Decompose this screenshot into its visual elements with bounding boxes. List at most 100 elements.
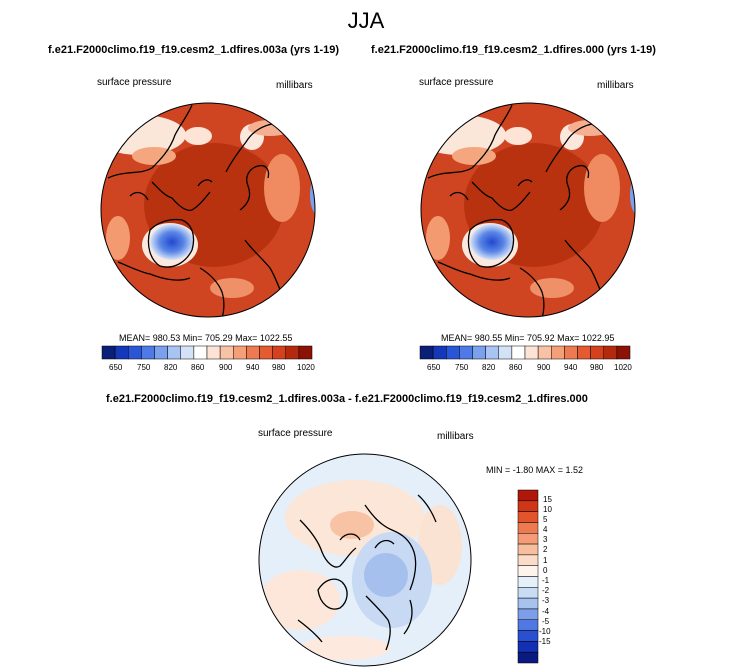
colorbar-swatch <box>432 345 447 360</box>
asia-mountain-region <box>132 147 176 165</box>
colorbar-swatch <box>233 345 247 360</box>
tibet-edge-region <box>310 175 315 215</box>
cb2-tick: 940 <box>564 363 578 372</box>
colorbar-swatch <box>128 345 142 360</box>
colorbar-swatch <box>616 345 631 360</box>
diff-units-label: millibars <box>437 431 474 442</box>
cb2-tick: 900 <box>537 363 551 372</box>
panel1-title: f.e21.F2000climo.f19_f19.cesm2_1.dfires.… <box>48 44 340 56</box>
diff-colorbar <box>517 489 539 664</box>
cb1-tick: 860 <box>191 363 205 372</box>
colorbar-swatch <box>298 345 313 360</box>
panel1-units-label: millibars <box>276 80 313 91</box>
colorbar-swatch <box>517 651 539 664</box>
east-siberia-region <box>264 154 300 222</box>
cb3-tick: -2 <box>542 586 550 595</box>
cb1-tick: 650 <box>109 363 123 372</box>
panel2-colorbar <box>419 345 631 360</box>
rockies-region <box>106 216 130 260</box>
andes-region <box>210 278 254 298</box>
colorbar-swatch <box>246 345 260 360</box>
panel1-variable-label: surface pressure <box>97 77 172 88</box>
colorbar-swatch <box>180 345 195 360</box>
cb3-tick: -1 <box>542 576 550 585</box>
panel1-colorbar <box>101 345 313 360</box>
colorbar-swatch <box>551 345 565 360</box>
cb3-tick: 2 <box>543 545 548 554</box>
cb3-tick: 4 <box>543 525 548 534</box>
positive-anomaly-region <box>260 570 340 630</box>
diff-stats: MIN = -1.80 MAX = 1.52 <box>486 465 584 475</box>
panel2-polar-map <box>421 103 635 317</box>
colorbar-swatch <box>259 345 273 360</box>
panel2-map-border <box>420 102 636 318</box>
cb1-tick: 750 <box>137 363 151 372</box>
cb2-tick: 1020 <box>614 363 632 372</box>
asia-plateau-region <box>101 115 186 155</box>
colorbar-swatch <box>517 554 539 566</box>
colorbar-swatch <box>511 345 526 360</box>
cb3-tick: 1 <box>543 556 548 565</box>
negative-anomaly-core <box>364 553 408 597</box>
panel2-title: f.e21.F2000climo.f19_f19.cesm2_1.dfires.… <box>371 44 656 56</box>
cb3-tick: -3 <box>542 596 550 605</box>
diff-variable-label: surface pressure <box>258 428 333 439</box>
diff-polar-map <box>259 454 471 666</box>
colorbar-swatch <box>517 511 539 523</box>
colorbar-swatch <box>517 608 539 621</box>
colorbar-swatch <box>517 587 539 599</box>
panel1-polar-map <box>101 103 315 317</box>
colorbar-swatch <box>577 345 591 360</box>
cb3-tick: 3 <box>543 535 548 544</box>
ural-region <box>184 127 212 145</box>
panel1-stats: MEAN= 980.53 Min= 705.29 Max= 1022.55 <box>119 333 293 343</box>
andes-region <box>530 278 574 298</box>
colorbar-swatch <box>590 345 605 360</box>
colorbar-swatch <box>498 345 513 360</box>
colorbar-swatch <box>167 345 182 360</box>
cb3-tick: 0 <box>543 566 548 575</box>
asia-mountain-region <box>452 147 496 165</box>
colorbar-swatch <box>564 345 578 360</box>
colorbar-swatch <box>517 565 539 577</box>
cb3-tick: -10 <box>539 627 551 636</box>
cb2-tick: 650 <box>427 363 441 372</box>
tibet-edge-region <box>630 175 635 215</box>
positive-anomaly-core <box>330 511 374 539</box>
ural-region <box>504 127 532 145</box>
cb3-tick: 5 <box>543 515 548 524</box>
colorbar-swatch <box>285 345 300 360</box>
cb1-tick: 820 <box>164 363 178 372</box>
colorbar-swatch <box>603 345 618 360</box>
greenland-low-pressure <box>470 224 514 260</box>
cb2-tick: 750 <box>455 363 469 372</box>
colorbar-swatch <box>517 576 539 588</box>
colorbar-swatch <box>517 533 539 545</box>
diff-map-border <box>258 453 472 667</box>
positive-anomaly-region <box>300 636 390 660</box>
colorbar-swatch <box>193 345 208 360</box>
colorbar-swatch <box>272 345 287 360</box>
colorbar-swatch <box>206 345 221 360</box>
panel1-map-border <box>100 102 316 318</box>
colorbar-swatch <box>459 345 473 360</box>
cb1-tick: 980 <box>272 363 286 372</box>
colorbar-swatch <box>219 345 234 360</box>
cb2-tick: 860 <box>509 363 523 372</box>
colorbar-swatch <box>517 522 539 534</box>
cb3-tick: -4 <box>542 607 550 616</box>
cb1-tick: 900 <box>219 363 233 372</box>
colorbar-swatch <box>517 597 539 610</box>
colorbar-swatch <box>517 543 539 556</box>
colorbar-swatch <box>141 345 155 360</box>
cb3-tick: -15 <box>539 637 551 646</box>
cb2-tick: 980 <box>590 363 604 372</box>
colorbar-swatch <box>517 641 539 653</box>
colorbar-swatch <box>517 630 539 642</box>
colorbar-swatch <box>154 345 168 360</box>
greenland-low-pressure <box>150 224 194 260</box>
cb3-tick: 15 <box>543 495 552 504</box>
colorbar-swatch <box>517 489 539 502</box>
season-title: JJA <box>347 8 385 33</box>
